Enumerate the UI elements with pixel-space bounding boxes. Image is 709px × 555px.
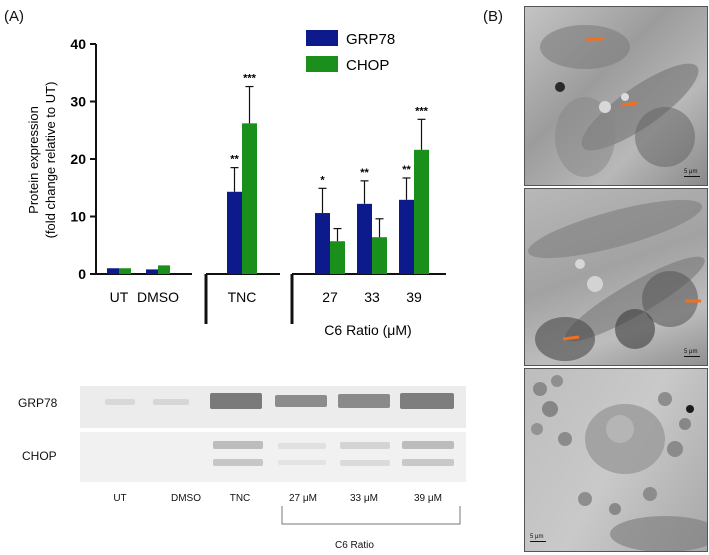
panel-a-label: (A) [4,8,24,25]
y-tick-label: 40 [70,36,86,52]
y-tick-label: 30 [70,94,86,110]
significance-label: ** [360,167,369,179]
y-tick-label: 20 [70,151,86,167]
band-grp78-33 [338,394,390,408]
significance-label: ** [402,164,411,176]
band-grp78-tnc [210,393,262,409]
em-image-3-cells [531,375,707,551]
scale-text-1: 5 μm [684,169,698,175]
bar-grp78-DMSO [146,269,158,274]
x-tick-label-27: 27 [322,289,338,305]
legend-label-grp78: GRP78 [346,31,395,48]
band-chop-33-lower [340,460,390,466]
scale-bar-3 [530,541,546,542]
band-chop-39-upper [402,441,454,449]
band-chop-tnc-lower [213,459,263,466]
band-grp78-dmso [153,399,189,405]
bar-chop-TNC [242,123,257,274]
panel-b-label: (B) [483,8,503,25]
y-tick-label: 10 [70,209,86,225]
x-tick-label-DMSO: DMSO [137,289,179,305]
em-image-2-cells [527,199,705,361]
lane-label-ut: UT [113,493,127,504]
significance-label: ** [230,154,239,166]
bar-chop-33 [372,237,387,274]
blot-strip-chop [80,432,466,482]
band-grp78-39 [400,393,454,409]
band-grp78-ut [105,399,135,405]
scale-bar-1 [684,176,700,177]
bar-grp78-UT [107,268,119,274]
x-tick-label-TNC: TNC [228,289,257,305]
c6-ratio-group-label: C6 Ratio [335,540,374,551]
blot-row-label-grp78: GRP78 [18,396,58,410]
bar-chop-39 [414,149,429,274]
bar-chop-UT [119,268,131,274]
x-tick-label-33: 33 [364,289,380,305]
em-image-3 [524,368,708,552]
bar-chart: 0 10 20 30 40 Protein expression (fold change … [26,30,446,338]
blot-row-label-chop: CHOP [22,449,57,463]
y-tick-label: 0 [78,266,86,282]
significance-label: * [320,174,325,186]
em-image-2 [524,188,708,366]
scale-bar-2 [684,356,700,357]
legend-swatch-grp78 [306,30,338,46]
lane-label-tnc: TNC [229,493,251,504]
legend-label-chop: CHOP [346,57,389,74]
bar-grp78-33 [357,203,372,274]
x-axis-label: C6 Ratio (μM) [324,322,411,338]
band-chop-39-lower [402,459,454,466]
y-axis-label-line1: Protein expression [26,106,41,214]
significance-label: *** [415,105,429,117]
significance-label: *** [243,73,257,85]
bar-grp78-27 [315,213,330,274]
x-tick-label-UT: UT [110,289,129,305]
y-axis-label-line2: (fold change relative to UT) [43,82,58,239]
band-chop-tnc-upper [213,441,263,449]
band-chop-27-lower [278,460,326,465]
legend-swatch-chop [306,56,338,72]
lane-label-27: 27 μM [289,493,317,504]
western-blot [80,380,466,484]
band-chop-33-upper [340,442,390,449]
lane-label-dmso: DMSO [171,493,201,504]
lane-label-39: 39 μM [414,493,442,504]
band-chop-27-upper [278,443,326,449]
lane-label-33: 33 μM [350,493,378,504]
c6-ratio-bracket [281,506,461,525]
bar-grp78-39 [399,199,414,274]
bar-grp78-TNC [227,191,242,274]
band-grp78-27 [275,395,327,407]
scale-text-3: 5 μm [530,534,544,540]
bar-chop-27 [330,241,345,274]
em-image-1-cells [540,25,699,177]
em-image-1 [524,6,708,186]
x-tick-label-39: 39 [406,289,422,305]
scale-text-2: 5 μm [684,349,698,355]
bar-chop-DMSO [158,265,170,274]
